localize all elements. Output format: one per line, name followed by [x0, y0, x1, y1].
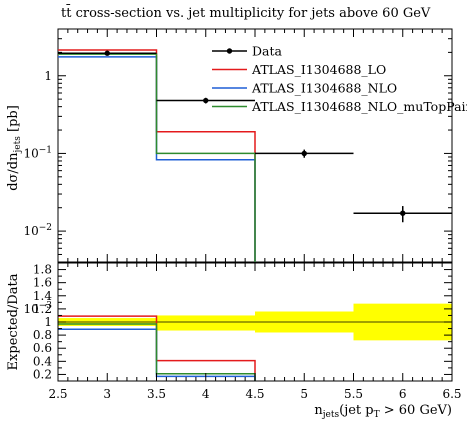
ratio-y-tick-label: 1.4 — [33, 289, 52, 303]
main-data-points — [58, 50, 452, 223]
main-y-tick-label: 10−1 — [23, 145, 52, 160]
x-tick-label: 3 — [103, 387, 111, 401]
main-y-axis-label: dσ/dnjets [pb] — [6, 105, 23, 191]
x-tick-label: 4.5 — [245, 387, 264, 401]
x-tick-label: 5 — [300, 387, 308, 401]
data-point — [104, 50, 110, 56]
ratio-y-tick-label: 1.8 — [33, 263, 52, 277]
ratio-y-tick-label: 0.4 — [33, 354, 52, 368]
ratio-y-tick-label: 0.2 — [33, 367, 52, 381]
main-histograms — [58, 49, 256, 262]
x-tick-label: 4 — [202, 387, 210, 401]
legend-label: ATLAS_I1304688_NLO_muTopPairM — [251, 99, 467, 114]
ratio-y-tick-label: 0.8 — [33, 328, 52, 342]
ratio-y-tick-label: 1.6 — [33, 276, 52, 290]
chart-title: tt̄ cross-section vs. jet multiplicity f… — [61, 4, 431, 21]
ratio-step-line — [58, 323, 256, 381]
main-step-line — [58, 53, 256, 262]
ratio-y-tick-label: 0.6 — [33, 341, 52, 355]
ratio-x-ticks: 2.5 3 3.5 4 4.5 5 5.5 6 6.5 — [48, 263, 462, 401]
ratio-y-tick-label: 1.2 — [33, 302, 52, 316]
legend-label: ATLAS_I1304688_LO — [251, 62, 386, 77]
data-point — [400, 210, 406, 216]
legend-marker — [226, 48, 233, 54]
legend-label: ATLAS_I1304688_NLO — [251, 81, 397, 96]
x-tick-label: 6.5 — [442, 387, 461, 401]
main-panel: 10−310−210−11 dσ/dnjets [pb] DataATLAS_I… — [6, 28, 467, 316]
x-tick-label: 6 — [399, 387, 407, 401]
x-axis-label: njets(jet pT > 60 GeV) — [314, 403, 452, 420]
main-y-ticks: 10−310−210−11 — [23, 28, 453, 316]
legend-label: Data — [252, 44, 282, 59]
data-point — [203, 97, 209, 104]
ratio-y-axis-label: Expected/Data — [6, 273, 21, 370]
data-point — [301, 150, 307, 157]
ratio-band-segment — [156, 315, 255, 331]
x-tick-label: 3.5 — [147, 387, 166, 401]
x-tick-label: 2.5 — [48, 387, 67, 401]
ratio-panel: 0.20.40.60.811.21.41.61.8 2.5 3 3.5 4 4.5 5 5.… — [6, 262, 462, 420]
main-y-tick-label: 10−2 — [23, 223, 52, 238]
legend: Data ATLAS_I1304688_LO ATLAS_I1304688_NLO A… — [212, 44, 467, 114]
main-y-tick-label: 1 — [44, 69, 52, 83]
ratio-y-tick-label: 1 — [44, 315, 52, 329]
ratio-y-ticks: 0.20.40.60.811.21.41.61.8 — [33, 262, 452, 382]
x-tick-label: 5.5 — [344, 387, 363, 401]
